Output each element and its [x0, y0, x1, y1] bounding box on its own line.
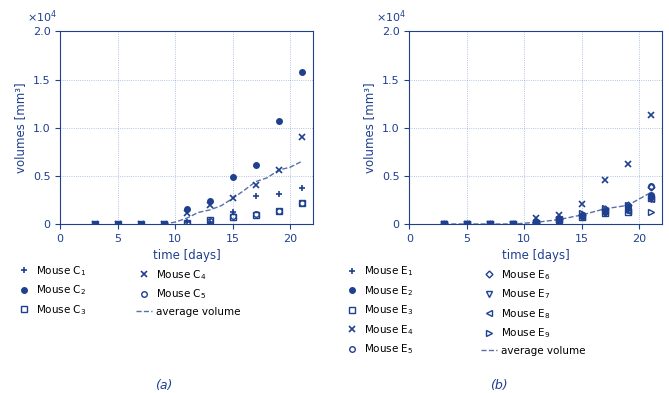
Legend: Mouse C$_4$, Mouse C$_5$, average volume: Mouse C$_4$, Mouse C$_5$, average volume — [132, 264, 245, 321]
Y-axis label: volumes [mm³]: volumes [mm³] — [14, 83, 27, 173]
Legend: Mouse E$_6$, Mouse E$_7$, Mouse E$_8$, Mouse E$_9$, average volume: Mouse E$_6$, Mouse E$_7$, Mouse E$_8$, M… — [477, 264, 589, 360]
Legend: Mouse E$_1$, Mouse E$_2$, Mouse E$_3$, Mouse E$_4$, Mouse E$_5$: Mouse E$_1$, Mouse E$_2$, Mouse E$_3$, M… — [340, 260, 417, 360]
Text: (b): (b) — [490, 379, 507, 392]
Y-axis label: volumes [mm³]: volumes [mm³] — [363, 83, 376, 173]
Text: $\times10^4$: $\times10^4$ — [377, 9, 407, 25]
Text: (a): (a) — [155, 379, 173, 392]
Text: $\times10^4$: $\times10^4$ — [27, 9, 58, 25]
Legend: Mouse C$_1$, Mouse C$_2$, Mouse C$_3$: Mouse C$_1$, Mouse C$_2$, Mouse C$_3$ — [12, 260, 90, 321]
X-axis label: time [days]: time [days] — [502, 249, 570, 262]
X-axis label: time [days]: time [days] — [153, 249, 221, 262]
